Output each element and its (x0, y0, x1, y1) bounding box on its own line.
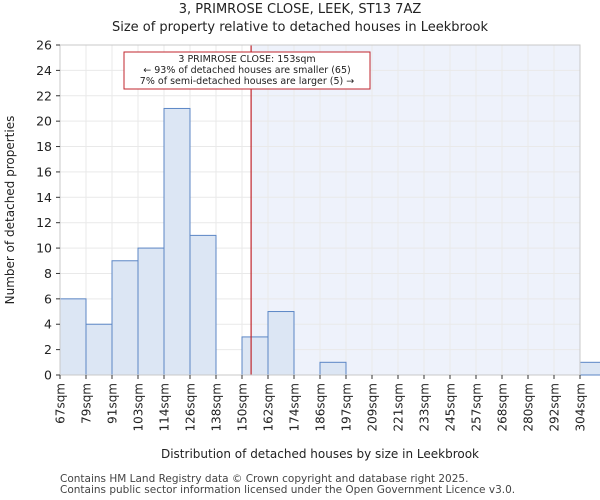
y-tick-label: 4 (44, 317, 52, 332)
chart-title: 3, PRIMROSE CLOSE, LEEK, ST13 7AZ (178, 2, 422, 17)
x-tick-label: 280sqm (522, 383, 536, 431)
bar-114sqm (163, 107, 191, 376)
bar-67sqm (59, 298, 87, 376)
annotation-line-1: 3 PRIMROSE CLOSE: 153sqm (178, 54, 315, 65)
annotation-box (123, 51, 371, 90)
y-tick-label: 0 (44, 368, 52, 383)
bar-91sqm (111, 260, 139, 376)
x-tick-label: 304sqm (574, 383, 588, 431)
y-tick-label: 26 (36, 38, 52, 53)
y-axis-label: Number of detached properties (3, 116, 17, 305)
y-tick-label: 24 (36, 63, 52, 78)
x-tick-label: 257sqm (470, 383, 484, 431)
y-tick-label: 22 (36, 88, 52, 103)
x-tick-label: 245sqm (444, 383, 458, 431)
bars (59, 107, 600, 376)
x-tick-label: 162sqm (262, 383, 276, 431)
x-tick-label: 233sqm (418, 383, 432, 431)
x-tick-label: 126sqm (184, 383, 198, 431)
x-tick-label: 150sqm (236, 383, 250, 431)
y-tick-label: 2 (44, 342, 52, 357)
y-tick-label: 20 (36, 114, 52, 129)
footer-licence: Contains public sector information licen… (60, 484, 516, 496)
x-tick-label: 186sqm (314, 383, 328, 431)
x-tick-label: 138sqm (210, 383, 224, 431)
x-tick-label: 197sqm (340, 383, 354, 431)
bar-150sqm (241, 336, 269, 376)
bar-186sqm (319, 361, 347, 376)
annotation-line-2: ← 93% of detached houses are smaller (65… (143, 65, 350, 76)
x-tick-label: 114sqm (158, 383, 172, 431)
x-axis-label: Distribution of detached houses by size … (161, 447, 479, 461)
x-tick-label: 103sqm (132, 383, 146, 431)
footer-copyright: Contains HM Land Registry data © Crown c… (60, 473, 469, 485)
bar-103sqm (137, 247, 165, 376)
x-tick-label: 67sqm (54, 383, 68, 424)
y-tick-label: 16 (36, 164, 52, 179)
x-tick-label: 174sqm (288, 383, 302, 431)
y-tick-label: 12 (36, 215, 52, 230)
bar-126sqm (189, 234, 217, 376)
y-tick-label: 14 (36, 190, 52, 205)
y-tick-label: 18 (36, 139, 52, 154)
x-axis: 67sqm 79sqm 91sqm 103sqm 114sqm 126sqm 138sqm 1… (54, 375, 588, 431)
bar-304sqm (579, 361, 600, 376)
property-annotation: 3 PRIMROSE CLOSE: 153sqm ← 93% of detach… (123, 51, 371, 90)
y-tick-label: 10 (36, 241, 52, 256)
annotation-line-3: 7% of semi-detached houses are larger (5… (140, 76, 354, 87)
x-tick-label: 292sqm (548, 383, 562, 431)
y-tick-label: 8 (44, 266, 52, 281)
bar-79sqm (85, 323, 113, 376)
x-tick-label: 209sqm (366, 383, 380, 431)
chart-subtitle: Size of property relative to detached ho… (111, 20, 489, 35)
x-tick-label: 268sqm (496, 383, 510, 431)
x-tick-label: 221sqm (392, 383, 406, 431)
larger-properties-region (251, 45, 580, 375)
bar-162sqm (267, 311, 295, 376)
y-tick-label: 6 (44, 291, 52, 306)
x-tick-label: 79sqm (80, 383, 94, 424)
x-tick-label: 91sqm (106, 383, 120, 424)
